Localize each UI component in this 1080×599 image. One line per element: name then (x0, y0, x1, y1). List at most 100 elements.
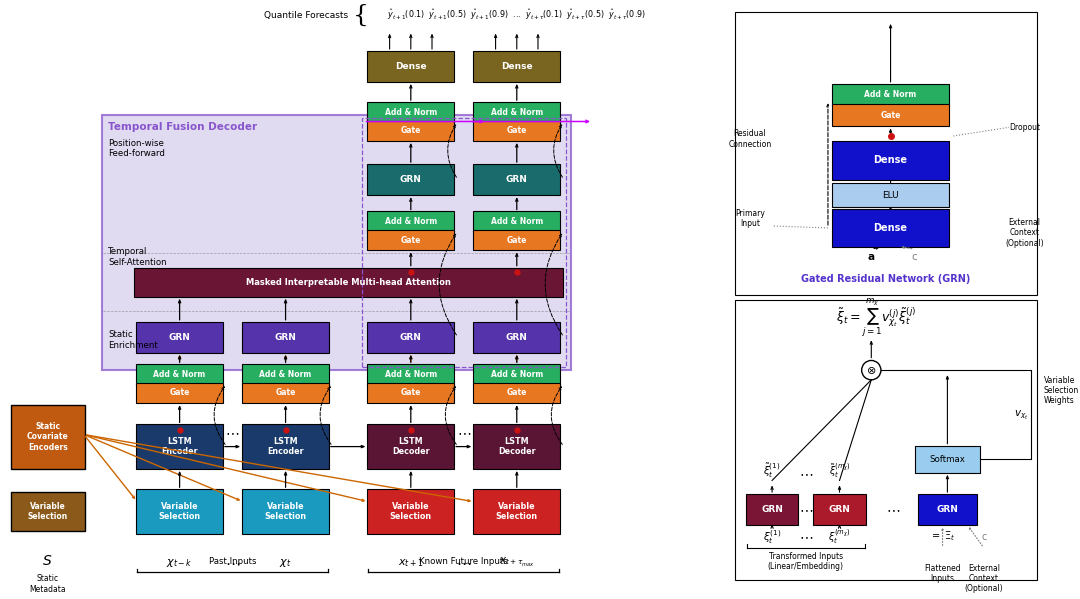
Text: $\tilde{\xi}_t^{(1)}$: $\tilde{\xi}_t^{(1)}$ (764, 462, 781, 480)
Text: Variable
Selection: Variable Selection (265, 502, 307, 521)
Text: Quantile Forecasts: Quantile Forecasts (265, 11, 348, 20)
FancyBboxPatch shape (367, 322, 455, 353)
Text: Masked Interpretable Multi-head Attention: Masked Interpretable Multi-head Attentio… (246, 277, 450, 286)
FancyBboxPatch shape (242, 424, 329, 469)
FancyBboxPatch shape (367, 383, 455, 403)
Text: $\tilde{\xi}_t^{(m_\chi)}$: $\tilde{\xi}_t^{(m_\chi)}$ (828, 462, 850, 480)
Text: Add & Norm: Add & Norm (490, 370, 543, 379)
FancyBboxPatch shape (136, 322, 222, 353)
FancyBboxPatch shape (734, 12, 1037, 295)
Text: Gate: Gate (507, 388, 527, 397)
FancyBboxPatch shape (136, 424, 222, 469)
FancyBboxPatch shape (242, 383, 329, 403)
Text: GRN: GRN (505, 333, 528, 342)
FancyBboxPatch shape (367, 230, 455, 250)
FancyBboxPatch shape (473, 424, 561, 469)
FancyBboxPatch shape (832, 141, 949, 180)
FancyBboxPatch shape (136, 364, 222, 385)
Text: $\cdots$: $\cdots$ (456, 555, 472, 570)
FancyBboxPatch shape (11, 404, 84, 470)
FancyBboxPatch shape (367, 424, 455, 469)
FancyBboxPatch shape (473, 489, 561, 534)
Text: Static
Enrichment: Static Enrichment (108, 331, 158, 350)
FancyBboxPatch shape (367, 120, 455, 141)
FancyBboxPatch shape (813, 494, 865, 525)
FancyBboxPatch shape (134, 268, 563, 297)
Text: a: a (867, 252, 875, 262)
FancyBboxPatch shape (473, 383, 561, 403)
FancyBboxPatch shape (832, 84, 949, 106)
Text: $\xi_t^{(1)}$: $\xi_t^{(1)}$ (762, 528, 781, 546)
Text: $\cdots$: $\cdots$ (225, 555, 241, 570)
FancyBboxPatch shape (102, 115, 570, 370)
FancyBboxPatch shape (473, 230, 561, 250)
Text: $= \;\Xi_t$: $= \;\Xi_t$ (930, 530, 956, 543)
Text: $\chi_t$: $\chi_t$ (280, 556, 292, 568)
Text: Softmax: Softmax (930, 455, 966, 464)
FancyBboxPatch shape (242, 489, 329, 534)
Text: GRN: GRN (274, 333, 297, 342)
Text: Flattened
Inputs: Flattened Inputs (924, 564, 961, 583)
Text: $x_{t+\tau_{max}}$: $x_{t+\tau_{max}}$ (499, 556, 535, 569)
Text: Add & Norm: Add & Norm (864, 90, 917, 99)
Text: LSTM
Encoder: LSTM Encoder (267, 437, 303, 456)
Text: GRN: GRN (761, 505, 783, 514)
Text: GRN: GRN (936, 505, 958, 514)
FancyBboxPatch shape (473, 164, 561, 195)
Text: Transformed Inputs
(Linear/Embedding): Transformed Inputs (Linear/Embedding) (768, 552, 843, 571)
Text: Gate: Gate (401, 235, 421, 244)
FancyBboxPatch shape (367, 489, 455, 534)
Text: Position-wise
Feed-forward: Position-wise Feed-forward (108, 139, 165, 158)
FancyBboxPatch shape (367, 211, 455, 232)
Text: $\cdots$: $\cdots$ (798, 530, 813, 543)
FancyBboxPatch shape (367, 51, 455, 82)
Text: Gate: Gate (401, 388, 421, 397)
Text: Past Inputs: Past Inputs (208, 556, 256, 565)
Text: Known Future Inputs: Known Future Inputs (419, 556, 509, 565)
FancyBboxPatch shape (832, 104, 949, 126)
Text: Dense: Dense (874, 223, 907, 233)
FancyBboxPatch shape (918, 494, 977, 525)
FancyBboxPatch shape (473, 211, 561, 232)
FancyBboxPatch shape (473, 102, 561, 122)
Text: $\cdots$: $\cdots$ (798, 503, 813, 516)
Text: Add & Norm: Add & Norm (490, 108, 543, 117)
Text: Static
Covariate
Encoders: Static Covariate Encoders (27, 422, 68, 452)
Text: $\otimes$: $\otimes$ (866, 365, 877, 376)
Text: Add & Norm: Add & Norm (384, 108, 437, 117)
Text: Dense: Dense (874, 155, 907, 165)
Text: Dense: Dense (501, 62, 532, 71)
Text: $\cdots$: $\cdots$ (226, 425, 240, 439)
Text: Variable
Selection: Variable Selection (27, 502, 68, 521)
Text: $\xi_t^{(m_\chi)}$: $\xi_t^{(m_\chi)}$ (828, 527, 851, 546)
Text: Gate: Gate (170, 388, 190, 397)
Text: Add & Norm: Add & Norm (384, 370, 437, 379)
Text: $\hat{y}_{t+1}(0.1)$  $\hat{y}_{t+1}(0.5)$  $\hat{y}_{t+1}(0.9)$  ...  $\hat{y}_: $\hat{y}_{t+1}(0.1)$ $\hat{y}_{t+1}(0.5)… (388, 8, 646, 22)
FancyBboxPatch shape (11, 492, 84, 531)
Text: External
Context
(Optional): External Context (Optional) (1005, 218, 1043, 247)
Text: $\cdots$: $\cdots$ (798, 467, 813, 480)
FancyBboxPatch shape (367, 102, 455, 122)
FancyBboxPatch shape (832, 183, 949, 207)
FancyBboxPatch shape (473, 322, 561, 353)
FancyBboxPatch shape (136, 489, 222, 534)
Text: Add & Norm: Add & Norm (384, 217, 437, 226)
FancyBboxPatch shape (242, 364, 329, 385)
Text: Variable
Selection
Weights: Variable Selection Weights (1043, 376, 1079, 406)
Text: Add & Norm: Add & Norm (259, 370, 312, 379)
FancyBboxPatch shape (915, 446, 980, 473)
Text: $\tilde{\xi}_t = \sum_{j=1}^{m_\chi} v_{\chi_t}^{(j)} \tilde{\xi}_t^{(j)}$: $\tilde{\xi}_t = \sum_{j=1}^{m_\chi} v_{… (836, 297, 916, 339)
FancyBboxPatch shape (746, 494, 798, 525)
Text: GRN: GRN (168, 333, 190, 342)
FancyBboxPatch shape (367, 364, 455, 385)
Text: GRN: GRN (505, 175, 528, 184)
Text: GRN: GRN (400, 333, 422, 342)
Text: $x_{t+1}$: $x_{t+1}$ (397, 557, 423, 568)
Text: Temporal Fusion Decoder: Temporal Fusion Decoder (108, 122, 257, 132)
Text: {: { (353, 4, 369, 26)
Text: c: c (912, 252, 918, 262)
FancyBboxPatch shape (136, 383, 222, 403)
Text: Gated Residual Network (GRN): Gated Residual Network (GRN) (801, 274, 971, 284)
Text: Variable
Selection: Variable Selection (390, 502, 432, 521)
Text: Dense: Dense (395, 62, 427, 71)
